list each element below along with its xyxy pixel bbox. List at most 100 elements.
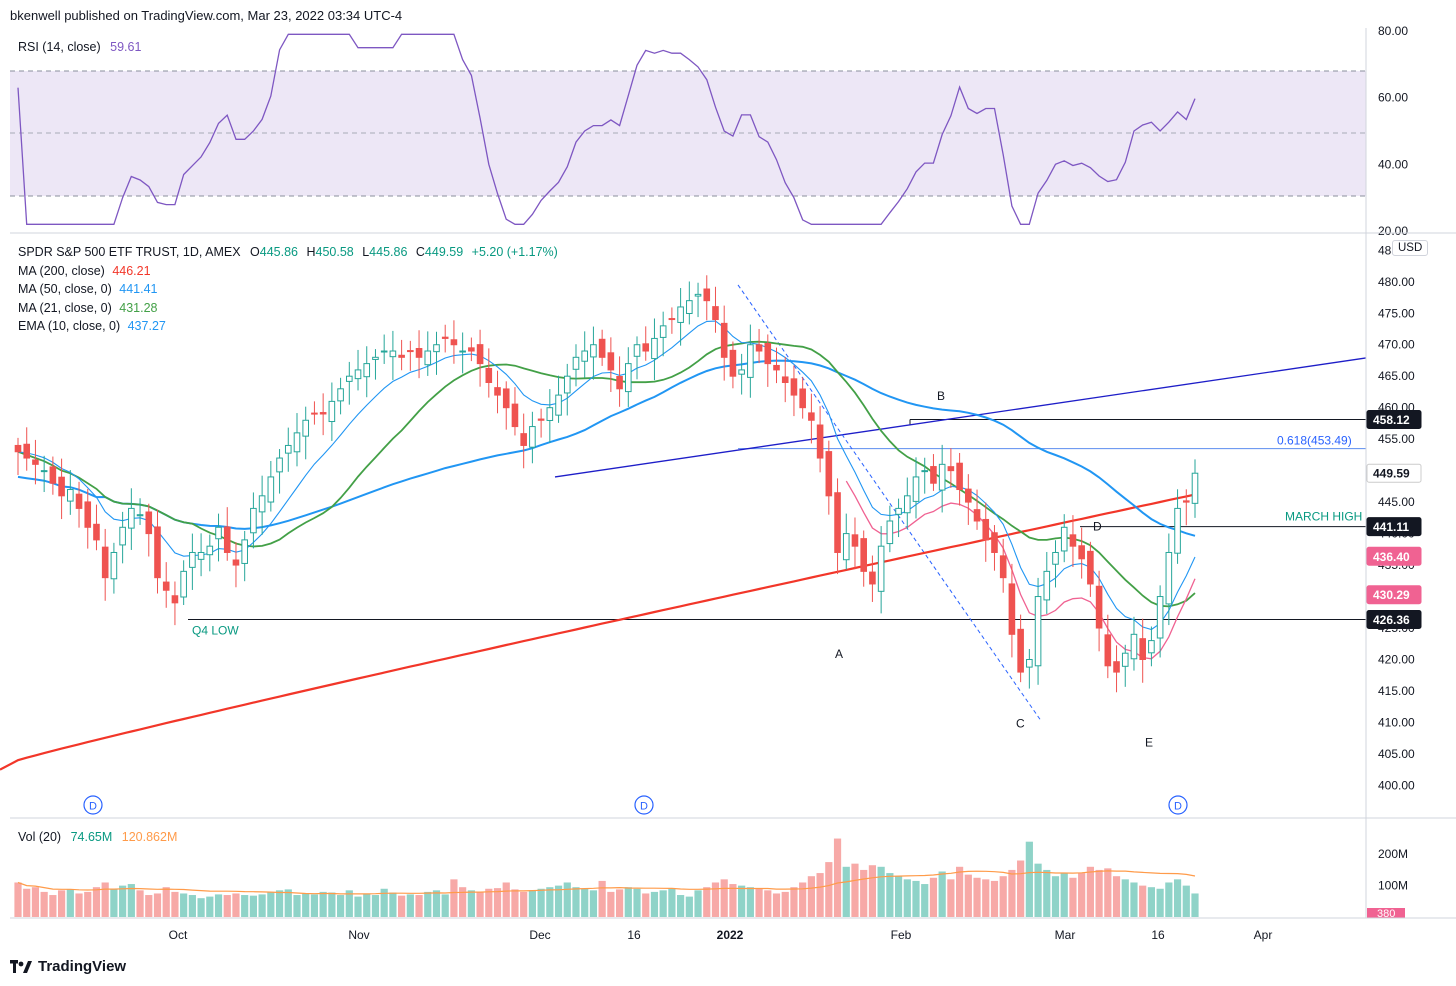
candle-body xyxy=(912,476,920,502)
candle-body xyxy=(441,336,449,339)
volume-bar xyxy=(110,888,118,917)
volume-bar xyxy=(729,884,737,917)
volume-bar xyxy=(938,871,946,917)
volume-bar xyxy=(816,873,824,917)
volume-bar xyxy=(1034,863,1042,917)
footer-brand-label: TradingView xyxy=(38,958,127,975)
rsi-tick-label: 40.00 xyxy=(1378,157,1408,171)
volume-bar xyxy=(406,894,414,917)
wave-label-c: C xyxy=(1016,716,1025,730)
candle-body xyxy=(284,444,292,454)
volume-bar xyxy=(424,891,432,917)
candle-body xyxy=(197,551,205,560)
volume-bar xyxy=(886,873,894,917)
x-axis-label: Dec xyxy=(529,928,550,942)
candle-body xyxy=(389,350,397,358)
candle-body xyxy=(1095,585,1103,629)
volume-bar xyxy=(894,876,903,917)
volume-bar xyxy=(877,866,885,917)
volume-bar xyxy=(851,863,859,917)
dividend-marker-icon[interactable] xyxy=(634,795,654,815)
fib-retracement-line[interactable] xyxy=(737,284,1041,720)
ohlc-open-label: O xyxy=(250,245,260,259)
price-tag xyxy=(1366,585,1422,605)
candle-body xyxy=(337,388,344,402)
volume-bar xyxy=(389,892,397,917)
candle-body xyxy=(668,318,676,321)
volume-bar xyxy=(206,896,214,917)
trendline[interactable] xyxy=(554,357,1367,478)
volume-bar xyxy=(720,879,728,917)
candle-body xyxy=(276,457,283,473)
volume-tag-label: 380 xyxy=(1377,908,1395,920)
volume-tick-label: 200M xyxy=(1378,847,1408,861)
volume-bar xyxy=(973,877,981,917)
volume-bar xyxy=(781,891,789,917)
candle-body xyxy=(703,288,711,302)
candle-body xyxy=(755,344,763,352)
volume-bar xyxy=(258,894,266,917)
price-tag xyxy=(1366,609,1422,629)
volume-bar xyxy=(441,894,449,917)
rsi-value: 59.61 xyxy=(110,40,142,54)
price-tick-label: 480.00 xyxy=(1378,275,1415,289)
publisher-caption: bkenwell published on TradingView.com, M… xyxy=(10,8,403,23)
candle-body xyxy=(267,476,275,503)
volume-bar xyxy=(14,882,22,917)
ohlc-open: 445.86 xyxy=(259,245,298,259)
volume-bar xyxy=(354,896,362,917)
candle-body xyxy=(973,509,981,522)
volume-bar xyxy=(956,866,964,917)
candle-body xyxy=(311,412,318,415)
dividend-marker-icon[interactable] xyxy=(83,795,103,815)
candle-body xyxy=(1060,526,1068,552)
x-axis-label: Feb xyxy=(891,928,912,942)
candle-body xyxy=(1043,570,1051,601)
volume-bar xyxy=(459,887,467,917)
candle-body xyxy=(93,523,100,541)
candle-body xyxy=(842,533,850,561)
rsi-line xyxy=(17,33,1196,225)
volume-bar xyxy=(188,895,196,917)
candle-body xyxy=(624,363,632,393)
candle-body xyxy=(1174,507,1181,554)
footer-brand[interactable]: TradingView xyxy=(10,958,126,975)
volume-bar xyxy=(1156,888,1164,917)
volume-bar xyxy=(624,887,632,917)
volume-bar xyxy=(136,890,144,917)
volume-bar xyxy=(1121,879,1129,917)
currency-badge[interactable]: USD xyxy=(1392,240,1429,256)
volume-bar xyxy=(432,890,441,917)
volume-bar xyxy=(615,889,624,917)
candle-body xyxy=(450,339,458,346)
candle-body xyxy=(363,363,371,378)
volume-bar xyxy=(1008,869,1016,917)
candle-body xyxy=(1121,652,1129,667)
price-tag-label: 449.59 xyxy=(1373,467,1410,481)
candle-body xyxy=(590,344,597,358)
candle-body xyxy=(529,426,536,448)
candle-body xyxy=(991,532,998,553)
volume-ma-value: 120.862M xyxy=(121,830,178,844)
candle-body xyxy=(459,350,466,353)
candle-body xyxy=(720,322,728,358)
volume-bar xyxy=(999,876,1007,917)
candle-body xyxy=(145,511,153,535)
volume-bar xyxy=(223,895,231,917)
volume-bar xyxy=(302,893,310,917)
dividend-marker-icon[interactable] xyxy=(1168,795,1188,815)
candle-body xyxy=(380,350,388,353)
volume-bar xyxy=(267,891,275,917)
volume-bar xyxy=(607,891,615,917)
candle-body xyxy=(354,369,362,380)
candle-body xyxy=(415,348,423,358)
price-tick-label: 455.00 xyxy=(1378,432,1415,446)
volume-bar xyxy=(868,865,877,917)
candle-body xyxy=(1104,634,1112,667)
wave-label-d: D xyxy=(1093,519,1102,533)
candle-body xyxy=(686,300,693,314)
x-axis-label: Mar xyxy=(1055,928,1076,942)
volume-bar xyxy=(694,890,702,917)
candle-body xyxy=(563,375,571,394)
